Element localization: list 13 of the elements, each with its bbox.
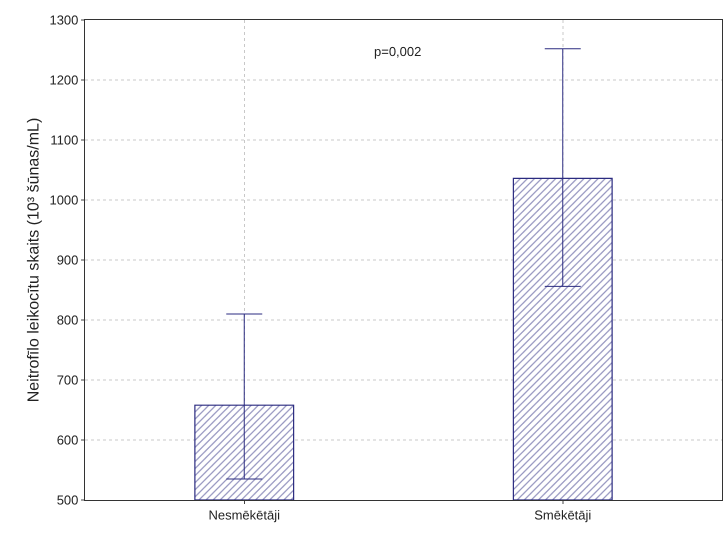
y-tick-label: 900 [56, 252, 78, 268]
y-axis-title: Neitrofīlo leikocītu skaits (10³ šūnas/mL) [25, 118, 42, 402]
y-tick-label: 1000 [49, 192, 78, 208]
x-tick-label: Nesmēkētāji [208, 508, 280, 523]
annotation: p=0,002 [374, 44, 422, 59]
y-tick-label: 800 [56, 312, 78, 328]
x-tick-label: Smēkētāji [534, 508, 592, 523]
y-tick-label: 1200 [49, 72, 78, 88]
y-tick-label: 700 [56, 372, 78, 388]
y-tick-label: 600 [56, 432, 78, 448]
y-tick-label: 1100 [50, 132, 78, 148]
y-tick-label: 500 [56, 492, 78, 508]
y-tick-label: 1300 [49, 12, 78, 28]
